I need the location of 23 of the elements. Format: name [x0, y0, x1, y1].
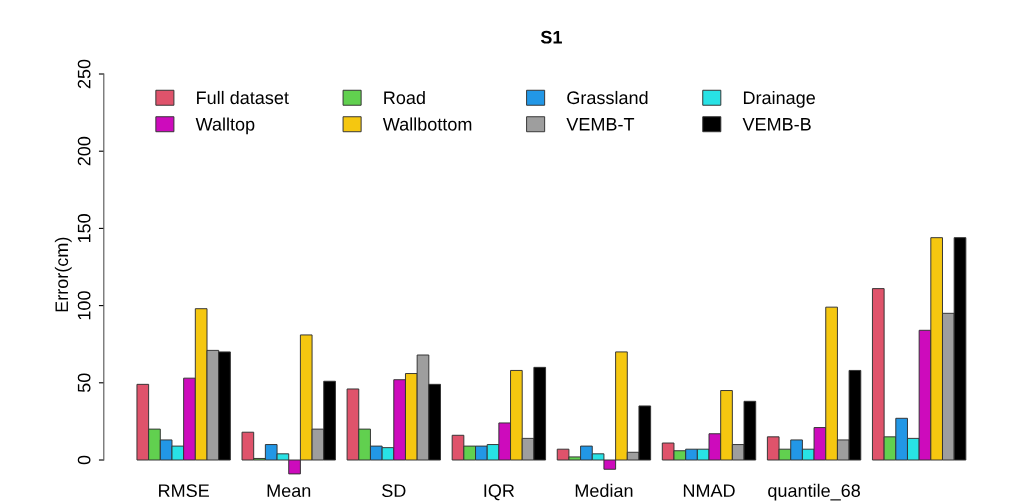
- legend-label: Drainage: [743, 90, 815, 108]
- legend-label: Walltop: [195, 117, 255, 135]
- x-tick-label: quantile_68: [768, 483, 860, 501]
- x-tick-label: IQR: [484, 484, 515, 501]
- y-tick-label: 150: [77, 214, 91, 243]
- x-tick-label: Median: [575, 483, 633, 498]
- legend-label: VEMB-T: [566, 118, 635, 131]
- x-tick-label: NMAD: [683, 484, 735, 497]
- legend-label: Grassland: [567, 90, 648, 105]
- legend-label: Wallbottom: [382, 117, 472, 131]
- legend-label: VEMB-B: [742, 118, 811, 131]
- y-tick-label: 200: [77, 136, 91, 166]
- chart-title: S1: [540, 30, 562, 44]
- y-tick-label: 250: [77, 59, 91, 89]
- y-tick-label: 50: [77, 373, 91, 393]
- x-tick-label: Mean: [267, 484, 311, 498]
- legend-label: Road: [384, 90, 425, 105]
- x-tick-label: SD: [382, 484, 406, 498]
- x-tick-label: RMSE: [159, 484, 209, 498]
- y-tick-label: 0: [77, 455, 91, 465]
- y-axis-title: Error(cm): [54, 237, 72, 312]
- legend-label: Full dataset: [197, 90, 289, 105]
- y-tick-label: 100: [77, 291, 91, 320]
